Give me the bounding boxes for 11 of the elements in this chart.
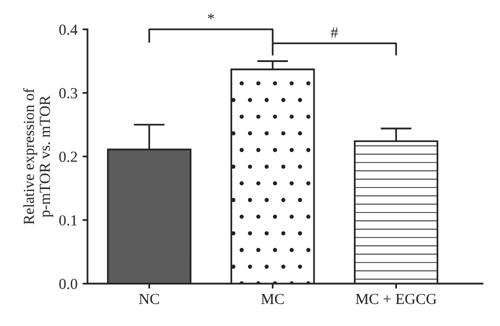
y-tick-label: 0.0 bbox=[59, 278, 78, 290]
y-tick-label: 0.4 bbox=[59, 24, 78, 35]
x-tick-label: MC + EGCG bbox=[356, 294, 436, 304]
y-tick-label: 0.2 bbox=[59, 152, 77, 162]
annotation: # bbox=[330, 28, 338, 38]
y-axis-title: Relative expression of p-mTOR vs. mTOR bbox=[23, 88, 54, 224]
y-tick-label: 0.1 bbox=[59, 215, 77, 226]
y-tick-label: 0.3 bbox=[59, 88, 78, 98]
text: * bbox=[208, 14, 214, 20]
x-tick-label: NC bbox=[139, 294, 159, 304]
x-tick-label: MC bbox=[261, 294, 284, 304]
